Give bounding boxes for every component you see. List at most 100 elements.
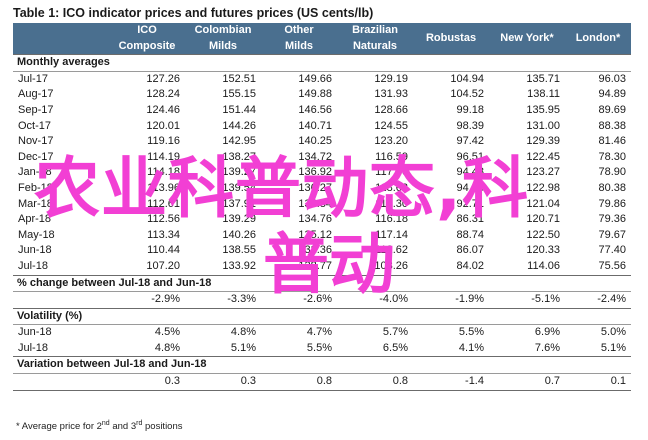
table-cell: 80.38 bbox=[598, 181, 626, 194]
table-cell: 0.7 bbox=[489, 373, 565, 391]
table-cell: 138.55 bbox=[222, 244, 256, 257]
table-cell: 134.84 bbox=[298, 197, 332, 210]
column-header-line2: Naturals bbox=[337, 38, 413, 55]
table-cell: 104.52 bbox=[450, 88, 484, 101]
table-cell: 120.71 bbox=[526, 213, 560, 226]
row-label bbox=[13, 373, 109, 391]
table-cell: 86.07 bbox=[456, 244, 484, 257]
table-row: Jul-18 107.20 133.92 128.77 108.26 84.02 114.0… bbox=[13, 259, 631, 275]
table-cell: 155.15 bbox=[222, 88, 256, 101]
table-cell: 131.93 bbox=[374, 88, 408, 101]
table-cell: 6.9% bbox=[534, 326, 560, 339]
table-cell: 94.66 bbox=[456, 181, 484, 194]
table-cell: 116.30 bbox=[375, 197, 408, 210]
table-title: Table 1: ICO indicator prices and future… bbox=[13, 6, 374, 20]
table-cell: 107.20 bbox=[146, 259, 180, 272]
table-cell: 84.02 bbox=[456, 259, 484, 272]
column-header-line2: Milds bbox=[185, 38, 261, 55]
table-cell: 75.56 bbox=[598, 259, 626, 272]
column-header-line1: ICO bbox=[109, 23, 185, 39]
table-cell: -2.9% bbox=[151, 293, 180, 306]
table-cell: 0.3 bbox=[185, 373, 261, 391]
table-row: Sep-17 124.46 151.44 146.56 128.66 99.18 135.9… bbox=[13, 103, 631, 119]
table-cell: 129.19 bbox=[374, 72, 408, 85]
table-cell: 144.26 bbox=[222, 119, 256, 132]
table-cell: 98.39 bbox=[456, 119, 484, 132]
table-cell: 108.26 bbox=[374, 259, 408, 272]
table-row: Oct-17 120.01 144.26 140.71 124.55 98.39 131.0… bbox=[13, 119, 631, 135]
row-label bbox=[13, 292, 109, 309]
table-cell: 128.24 bbox=[146, 88, 180, 101]
table-cell: 152.51 bbox=[222, 72, 256, 85]
table-cell: 79.36 bbox=[598, 213, 626, 226]
table-cell: 127.26 bbox=[146, 72, 180, 85]
table-cell: 5.1% bbox=[600, 341, 626, 354]
column-header-line1: Colombian bbox=[185, 23, 261, 39]
table-row: Apr-18 112.56 139.29 134.76 116.18 86.31 120.7… bbox=[13, 212, 631, 228]
table-cell: 113.34 bbox=[147, 228, 180, 241]
table-cell: 96.03 bbox=[598, 72, 626, 85]
table-cell: 0.1 bbox=[565, 373, 631, 391]
table-cell: 136.92 bbox=[298, 166, 332, 179]
table-row: 0.3 0.3 0.8 0.8 -1.4 0.7 0.1 bbox=[13, 373, 631, 391]
row-label: Jun-18 bbox=[18, 326, 52, 339]
table-cell: 0.8 bbox=[261, 373, 337, 391]
row-label: Jul-18 bbox=[18, 341, 48, 354]
table-cell: 136.27 bbox=[298, 181, 332, 194]
table-row: Dec-17 114.19 138.27 134.72 116.59 96.51 122.4… bbox=[13, 150, 631, 166]
table-cell: 139.54 bbox=[222, 181, 256, 194]
row-label: Jun-18 bbox=[18, 244, 52, 257]
section-heading: Variation between Jul-18 and Jun-18 bbox=[13, 356, 631, 375]
header-row-1: ICO Colombian Other Brazilian Robustas New Yo… bbox=[13, 23, 631, 55]
table-cell: 142.95 bbox=[222, 135, 256, 148]
table-cell: 135.12 bbox=[298, 228, 332, 241]
table-cell: 134.72 bbox=[298, 150, 332, 163]
row-label: Oct-17 bbox=[18, 119, 52, 132]
row-label: Jan-18 bbox=[18, 166, 52, 179]
table-cell: 151.44 bbox=[222, 103, 256, 116]
column-header-line1: Brazilian bbox=[337, 23, 413, 39]
table-cell: 0.3 bbox=[109, 373, 185, 391]
row-label: Aug-17 bbox=[18, 88, 54, 101]
table-cell: 5.1% bbox=[230, 341, 256, 354]
table-cell: 123.27 bbox=[526, 166, 560, 179]
table-cell: 122.98 bbox=[526, 181, 560, 194]
table-cell: 0.8 bbox=[337, 373, 413, 391]
table-cell: 89.69 bbox=[598, 103, 626, 116]
section-heading-row: Variation between Jul-18 and Jun-18 bbox=[13, 356, 631, 375]
table-cell: 4.5% bbox=[154, 326, 180, 339]
table-cell: 81.46 bbox=[598, 135, 626, 148]
table-cell: 117.14 bbox=[375, 228, 408, 241]
table-row: Nov-17 119.16 142.95 140.25 123.20 97.42 129.3… bbox=[13, 134, 631, 150]
table-row: Jan-18 114.18 139.27 136.92 117.86 94.48 123.2… bbox=[13, 165, 631, 181]
table-cell: 78.90 bbox=[598, 166, 626, 179]
table-cell: 116.18 bbox=[375, 213, 408, 226]
table-cell: 140.25 bbox=[298, 135, 332, 148]
table-cell: 122.50 bbox=[526, 228, 560, 241]
table-cell: 134.76 bbox=[298, 213, 332, 226]
row-label: Sep-17 bbox=[18, 103, 54, 116]
table-cell: 104.94 bbox=[450, 72, 484, 85]
table-cell: 97.42 bbox=[456, 135, 484, 148]
table-cell: 120.33 bbox=[526, 244, 560, 257]
table-cell: 135.71 bbox=[526, 72, 560, 85]
column-header-line1: Other bbox=[261, 23, 337, 39]
row-label: Feb-18 bbox=[18, 181, 53, 194]
table-cell: 4.8% bbox=[154, 341, 180, 354]
row-label: Nov-17 bbox=[18, 135, 54, 148]
table-cell: 5.5% bbox=[458, 326, 484, 339]
table-cell: 86.31 bbox=[456, 213, 484, 226]
column-header: Robustas bbox=[413, 23, 489, 55]
table-cell: 131.00 bbox=[526, 119, 560, 132]
table-cell: 79.67 bbox=[598, 228, 626, 241]
section-heading: % change between Jul-18 and Jun-18 bbox=[13, 274, 631, 293]
table-cell: -3.3% bbox=[227, 293, 256, 306]
table-cell: 96.51 bbox=[456, 150, 484, 163]
table-cell: 123.20 bbox=[374, 135, 408, 148]
table-cell: 116.59 bbox=[375, 150, 408, 163]
table-cell: -5.1% bbox=[531, 293, 560, 306]
table-cell: 139.27 bbox=[222, 166, 256, 179]
table-body: Monthly averages Jul-17 127.26 152.51 149.66… bbox=[13, 54, 631, 391]
row-label: Apr-18 bbox=[18, 213, 52, 226]
table-row: Mar-18 112.61 137.91 134.84 116.30 92.71 121.0… bbox=[13, 197, 631, 213]
